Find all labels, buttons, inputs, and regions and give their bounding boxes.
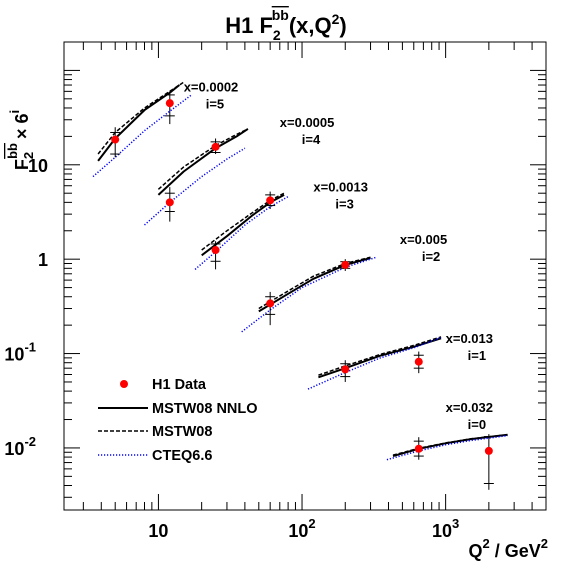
bin-labels: x=0.0002 i=5 x=0.0005 i=4 x=0.0013 i=3 x=0.005… bbox=[184, 79, 493, 432]
marker bbox=[484, 446, 493, 455]
y-axis-title: F2bb× 6i bbox=[5, 110, 36, 170]
line-mstw08-nnlo-2 bbox=[201, 194, 285, 257]
bin-i-label: i=5 bbox=[206, 96, 224, 111]
y-minor-ticks bbox=[64, 41, 546, 498]
series-points bbox=[110, 91, 494, 490]
bin-i-label: i=0 bbox=[468, 417, 486, 432]
bin-i-label: i=2 bbox=[422, 249, 440, 264]
line-cteq6-6-4 bbox=[307, 336, 442, 390]
legend-label-h1-data: H1 Data bbox=[152, 377, 207, 393]
plot-area: 10 102 103 10-2 10-1 1 10 x=0.0002 i=5 x=0.0005… bbox=[4, 41, 547, 541]
marker bbox=[266, 196, 275, 205]
data-point-h1-data bbox=[413, 351, 424, 374]
legend-marker-h1-data bbox=[120, 380, 128, 388]
data-point-h1-data bbox=[265, 291, 276, 326]
plot-frame bbox=[63, 41, 547, 511]
data-point-h1-data bbox=[340, 360, 351, 382]
x-tick-label: 102 bbox=[288, 516, 315, 541]
y-axis-ticks: 10-2 10-1 1 10 bbox=[4, 156, 48, 459]
marker bbox=[111, 135, 120, 144]
line-mstw08-2 bbox=[201, 192, 285, 251]
marker bbox=[414, 357, 423, 366]
data-point-h1-data bbox=[164, 91, 175, 125]
bin-x-label: x=0.0005 bbox=[280, 115, 335, 130]
line-mstw08-3 bbox=[258, 256, 371, 310]
line-mstw08-5 bbox=[392, 433, 508, 456]
line-mstw08-nnlo-3 bbox=[258, 257, 371, 313]
bin-i-label: i=1 bbox=[468, 348, 486, 363]
data-point-h1-data bbox=[210, 138, 221, 155]
legend-label-mstw08: MSTW08 bbox=[152, 424, 212, 440]
legend-label-mstw08-nnlo: MSTW08 NNLO bbox=[152, 401, 258, 417]
line-mstw08-0 bbox=[97, 81, 185, 155]
data-point-h1-data bbox=[413, 437, 424, 460]
y-tick-label: 10 bbox=[28, 156, 48, 176]
marker bbox=[211, 142, 220, 151]
data-point-h1-data bbox=[110, 127, 121, 158]
legend-label-cteq66: CTEQ6.6 bbox=[152, 448, 212, 464]
marker bbox=[165, 99, 174, 108]
x-minor-ticks bbox=[82, 42, 547, 510]
line-mstw08-4 bbox=[318, 336, 442, 376]
bin-x-label: x=0.0013 bbox=[313, 180, 368, 195]
marker bbox=[266, 299, 275, 308]
y-tick-label: 10-1 bbox=[4, 340, 36, 365]
bin-x-label: x=0.013 bbox=[446, 331, 493, 346]
legend: H1 Data MSTW08 NNLO MSTW08 CTEQ6.6 bbox=[98, 377, 258, 464]
marker bbox=[211, 246, 220, 255]
x-axis-ticks: 10 102 103 bbox=[148, 516, 459, 541]
marker bbox=[341, 260, 350, 269]
x-axis-title: Q2 / GeV2 bbox=[468, 536, 548, 561]
bin-i-label: i=3 bbox=[335, 197, 353, 212]
bin-x-label: x=0.032 bbox=[446, 400, 493, 415]
y-tick-label: 1 bbox=[38, 250, 48, 270]
chart-title: H1 F2bb(x,Q2) bbox=[225, 7, 347, 43]
x-tick-label: 103 bbox=[432, 516, 459, 541]
data-point-h1-data bbox=[210, 241, 221, 270]
y-tick-label: 10-2 bbox=[4, 434, 36, 459]
bin-i-label: i=4 bbox=[302, 132, 321, 147]
bin-x-label: x=0.0002 bbox=[184, 79, 239, 94]
data-point-h1-data bbox=[164, 187, 175, 222]
data-point-h1-data bbox=[340, 259, 351, 271]
line-cteq6-6-2 bbox=[194, 195, 289, 270]
marker bbox=[341, 365, 350, 374]
marker bbox=[165, 198, 174, 207]
x-tick-label: 10 bbox=[148, 521, 168, 541]
bin-x-label: x=0.005 bbox=[400, 232, 447, 247]
line-cteq6-6-5 bbox=[386, 434, 508, 461]
marker bbox=[414, 444, 423, 453]
data-point-h1-data bbox=[483, 434, 494, 490]
line-mstw08-nnlo-0 bbox=[97, 84, 181, 162]
data-point-h1-data bbox=[265, 191, 276, 210]
